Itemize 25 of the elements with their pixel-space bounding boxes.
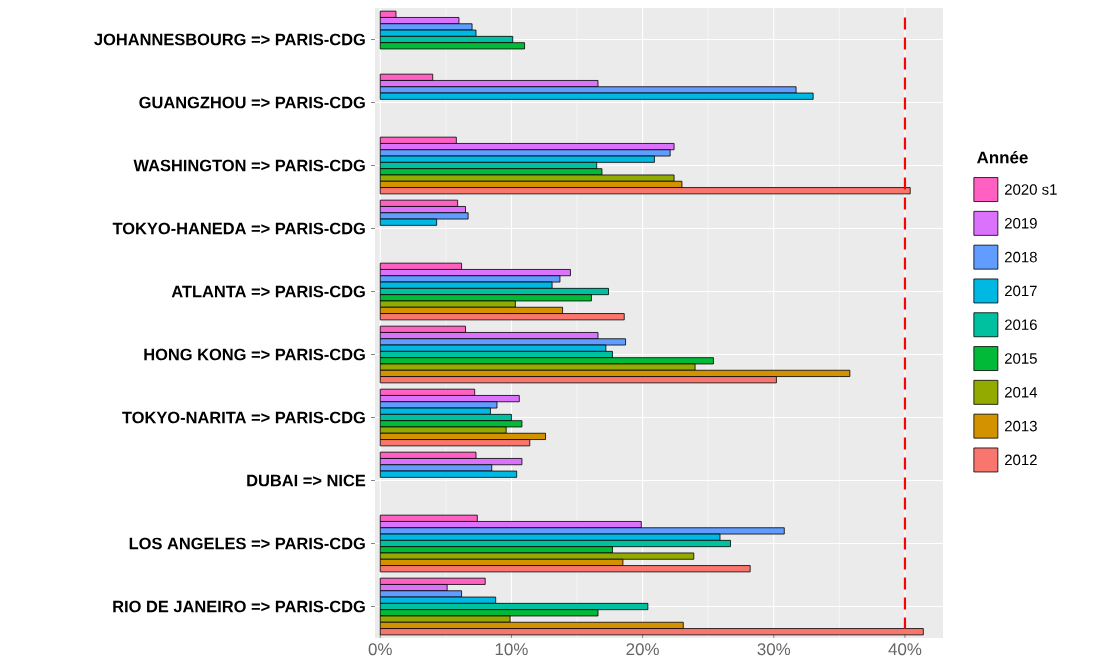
y-tick-label: RIO DE JANEIRO => PARIS-CDG [113, 600, 365, 613]
legend-label: 2012 [1005, 454, 1037, 466]
y-tick-label: JOHANNESBOURG => PARIS-CDG [94, 33, 365, 46]
legend-label: 2015 [1005, 353, 1037, 364]
y-tick-label: TOKYO-NARITA => PARIS-CDG [122, 411, 365, 424]
y-tick-label: DUBAI => NICE [247, 474, 366, 487]
legend-label: 2019 [1005, 218, 1037, 229]
y-tick-label: LOS ANGELES => PARIS-CDG [129, 537, 365, 550]
x-tick-label: 0% [368, 643, 392, 656]
legend-label: 2014 [1005, 387, 1038, 398]
y-tick-label: HONG KONG => PARIS-CDG [144, 348, 365, 361]
legend-title: Année [977, 150, 1028, 164]
y-tick-label: ATLANTA => PARIS-CDG [171, 285, 365, 298]
legend-label: 2017 [1005, 285, 1037, 297]
y-tick-label: TOKYO-HANEDA => PARIS-CDG [112, 222, 365, 235]
legend-label: 2013 [1005, 420, 1037, 432]
x-tick-label: 40% [888, 643, 922, 656]
legend-label: 2018 [1005, 251, 1037, 263]
x-tick-label: 20% [626, 643, 659, 656]
x-tick-label: 30% [757, 643, 791, 656]
legend-label: 2020 s1 [1005, 184, 1057, 195]
y-tick-label: WASHINGTON => PARIS-CDG [133, 159, 365, 172]
y-tick-label: GUANGZHOU => PARIS-CDG [139, 96, 365, 109]
legend-label: 2016 [1005, 319, 1037, 330]
x-tick-label: 10% [495, 643, 528, 656]
